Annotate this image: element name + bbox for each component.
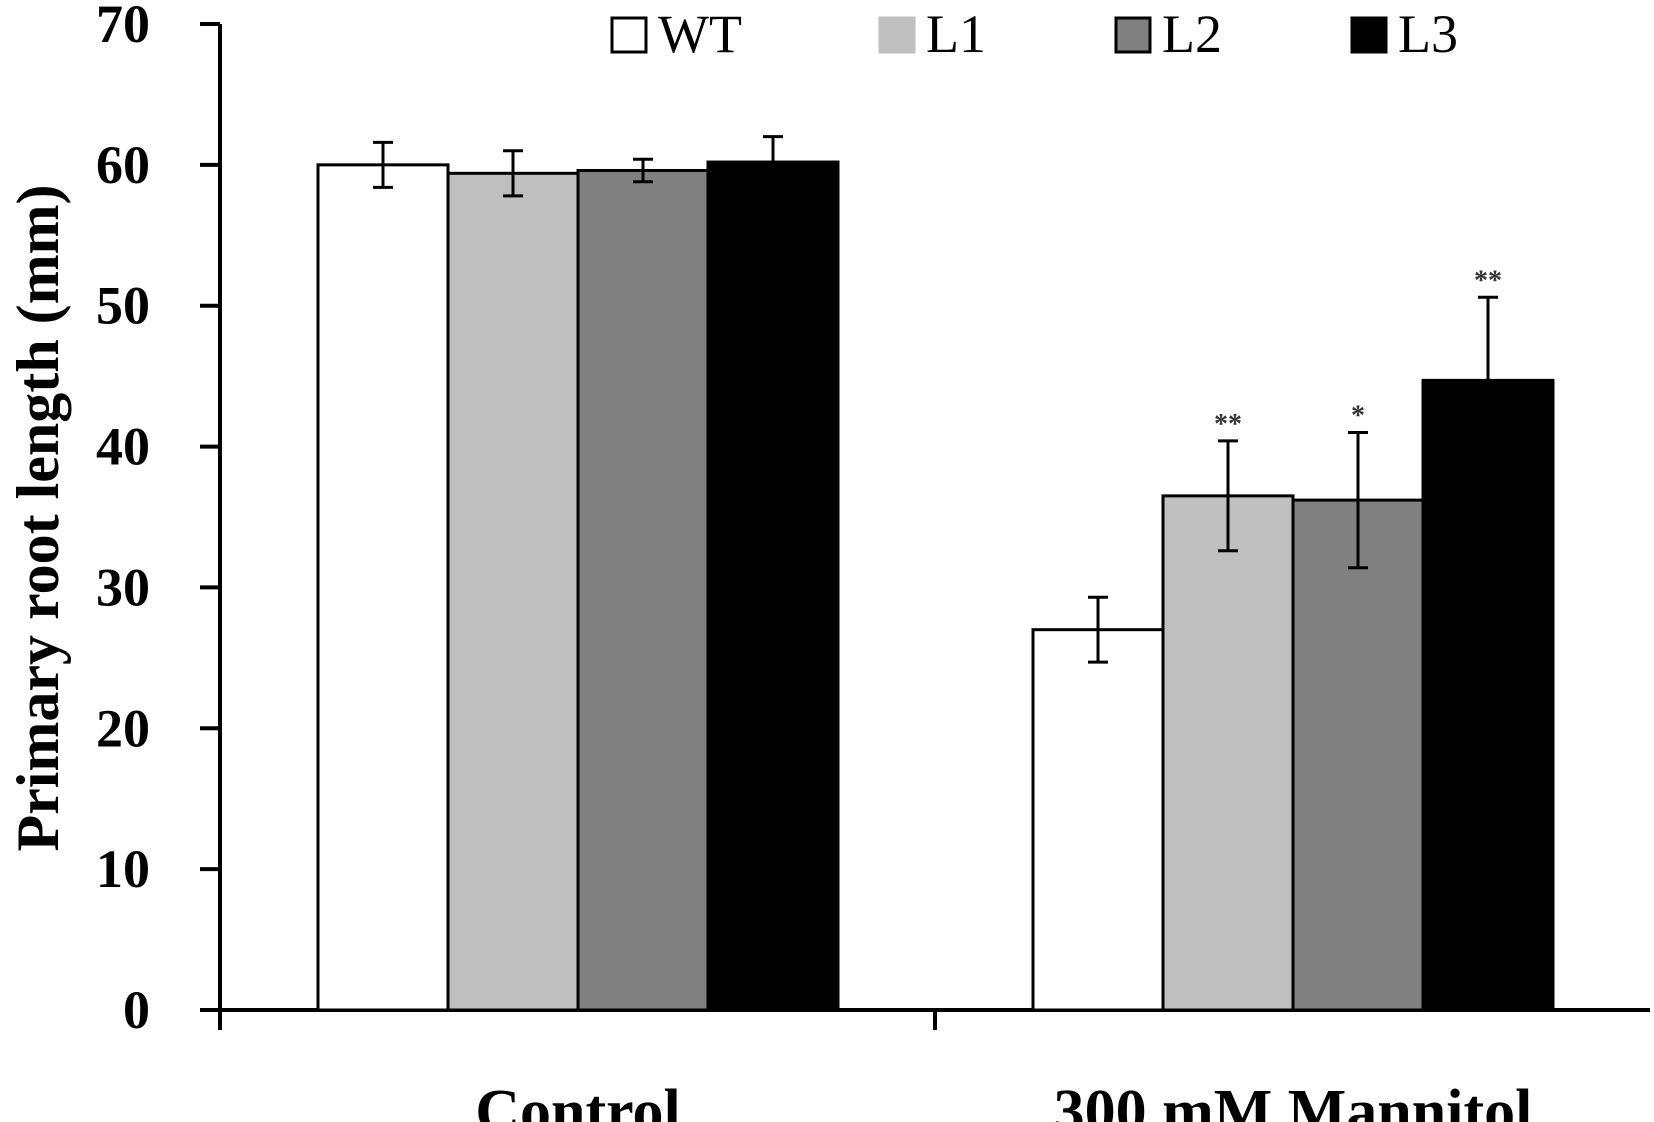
- legend-label-l2: L2: [1162, 4, 1222, 64]
- bar-l1-mannitol: [1161, 494, 1295, 1012]
- legend-swatch-l1: [878, 16, 916, 54]
- y-tick-label: 30: [96, 557, 150, 617]
- significance-label: **: [1474, 265, 1502, 296]
- significance-label: *: [1351, 400, 1365, 431]
- significance-marks: ** ***: [1214, 265, 1502, 440]
- y-tick-label: 0: [123, 980, 150, 1040]
- legend-swatch-wt: [610, 16, 648, 54]
- y-axis-label: Primary root length (mm): [5, 184, 71, 851]
- y-ticks: 0 10 20 30 40 50 60 70: [96, 0, 220, 1040]
- x-categories: Control 300 mM Mannitol: [475, 1078, 1532, 1122]
- bar-l1-control: [446, 171, 580, 1012]
- x-category-label: Control: [475, 1078, 681, 1122]
- bar-l3-control: [706, 160, 840, 1012]
- y-tick-label: 50: [96, 276, 150, 336]
- significance-label: **: [1214, 409, 1242, 440]
- bar-wt-control: [316, 163, 450, 1012]
- bar-wt-mannitol: [1031, 628, 1165, 1012]
- legend: WT L1 L2 L3: [610, 4, 1458, 64]
- y-tick-label: 10: [96, 839, 150, 899]
- bar-l2-mannitol: [1291, 498, 1425, 1012]
- legend-label-l3: L3: [1398, 4, 1458, 64]
- legend-label-l1: L1: [926, 4, 986, 64]
- bar-l2-control: [576, 168, 710, 1012]
- bars: [316, 160, 1555, 1012]
- y-tick-label: 20: [96, 698, 150, 758]
- y-tick-label: 70: [96, 0, 150, 54]
- x-category-label: 300 mM Mannitol: [1054, 1078, 1533, 1122]
- bar-l3-mannitol: [1421, 378, 1555, 1012]
- legend-label-wt: WT: [658, 4, 742, 64]
- y-tick-label: 60: [96, 135, 150, 195]
- legend-swatch-l3: [1350, 16, 1388, 54]
- legend-swatch-l2: [1114, 16, 1152, 54]
- y-tick-label: 40: [96, 417, 150, 477]
- error-bars: [373, 135, 1498, 664]
